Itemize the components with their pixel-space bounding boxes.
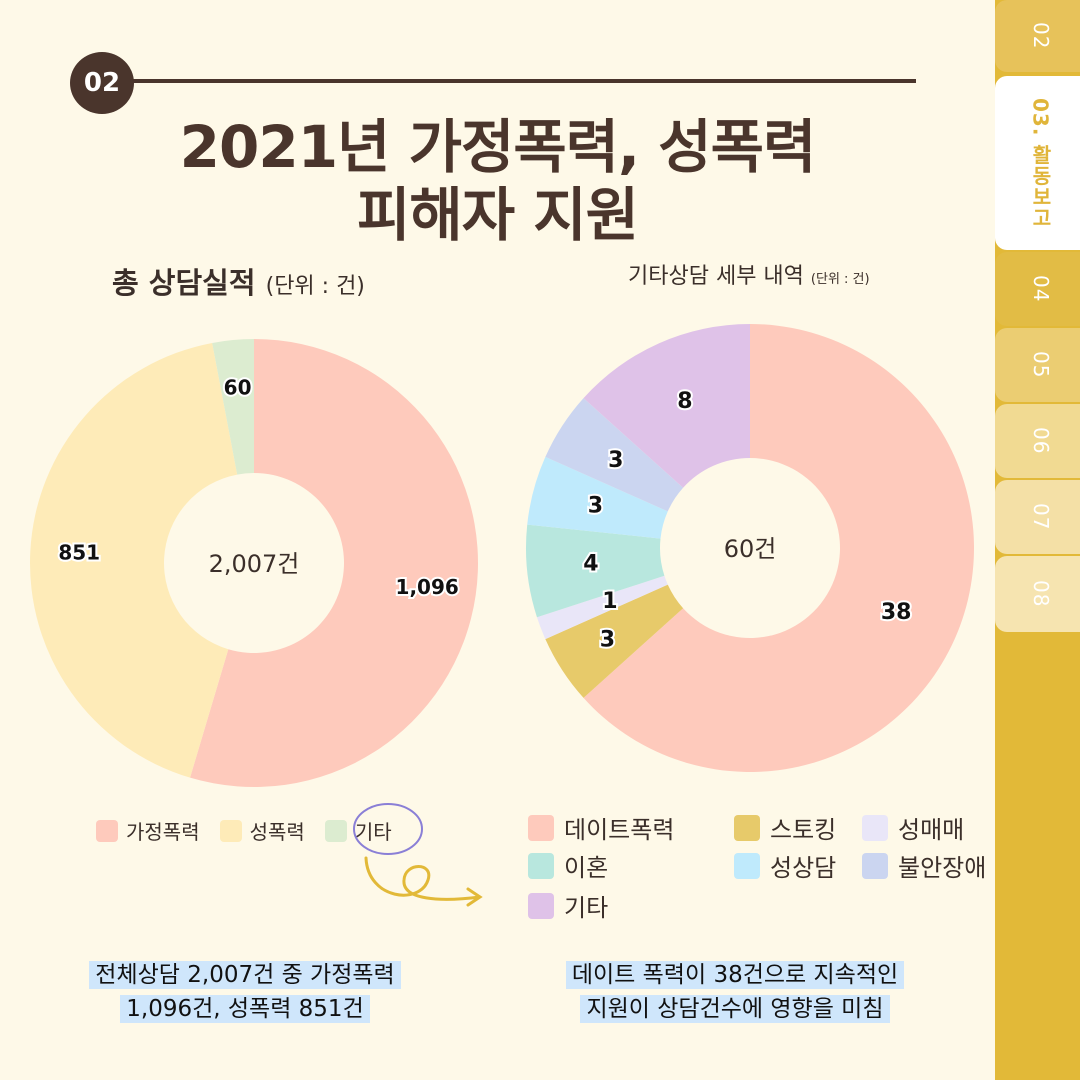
- summary-left-line1: 전체상담 2,007건 중 가정폭력: [89, 961, 401, 989]
- legend-label-other: 기타: [354, 820, 392, 844]
- slice-2-불안장애: [545, 398, 684, 512]
- legend-label-sexual-counseling: 성상담: [770, 854, 837, 882]
- legend-swatch-sexual-counseling: [734, 852, 760, 879]
- donut-chart-1: 1,096 851 60 2,007건: [29, 339, 478, 787]
- value-label-1-가정폭력: 1,096: [396, 575, 459, 599]
- center-total-label-1: 2,007건: [209, 550, 300, 578]
- slice-2-성매매: [536, 575, 668, 640]
- page-title-line2: 피해자 지원: [357, 181, 639, 249]
- left-subtitle-text: 총 상담실적: [112, 266, 256, 300]
- slice-1-가정폭력: [190, 339, 478, 787]
- tab-06[interactable]: 06: [995, 404, 1080, 478]
- right-legend-row3: 기타: [528, 888, 608, 923]
- slice-2-성상담: [527, 456, 668, 539]
- right-unit-note: (단위 : 건): [810, 272, 870, 287]
- tab-07[interactable]: 07: [995, 480, 1080, 554]
- tab-05[interactable]: 05: [995, 328, 1080, 402]
- slice-2-데이트폭력: [583, 324, 975, 773]
- tab-08[interactable]: 08: [995, 556, 1080, 632]
- summary-right: 데이트 폭력이 38건으로 지속적인 지원이 상담건수에 영향을 미침: [510, 958, 960, 1026]
- value-label-2-이혼: 4: [583, 552, 598, 577]
- annotation-circle: [353, 803, 423, 855]
- legend-label-other-detail: 기타: [564, 894, 609, 922]
- legend-swatch-other-detail: [528, 892, 554, 919]
- value-label-2-성상담: 3: [588, 494, 603, 519]
- legend-label-dating-violence: 데이트폭력: [564, 816, 675, 844]
- legend-swatch-domestic-violence: [96, 819, 118, 842]
- legend-swatch-other: [324, 819, 347, 842]
- left-legend: 가정폭력 성폭력 기타: [96, 816, 392, 845]
- legend-swatch-prostitution: [862, 814, 888, 841]
- header-rule: [118, 79, 916, 83]
- legend-label-sexual-violence: 성폭력: [249, 820, 305, 844]
- annotation-arrow: [353, 803, 483, 907]
- legend-label-domestic-violence: 가정폭력: [126, 820, 200, 844]
- legend-label-divorce: 이혼: [564, 854, 609, 882]
- legend-swatch-stalking: [734, 814, 760, 841]
- value-label-1-성폭력: 851: [58, 541, 100, 565]
- right-subtitle-text: 기타상담 세부 내역: [628, 264, 804, 289]
- page-title-line1: 2021년 가정폭력, 성폭력: [179, 113, 817, 181]
- legend-swatch-divorce: [528, 852, 554, 879]
- center-total-label-2: 60건: [724, 535, 777, 563]
- legend-swatch-dating-violence: [528, 814, 554, 841]
- right-chart-subtitle: 기타상담 세부 내역 (단위 : 건): [628, 258, 870, 290]
- value-label-1-기타: 60: [224, 375, 252, 399]
- value-label-2-불안장애: 3: [608, 448, 623, 473]
- legend-label-prostitution: 성매매: [898, 816, 965, 844]
- right-legend-row1: 데이트폭력 스토킹 성매매: [528, 810, 964, 845]
- legend-swatch-sexual-violence: [219, 819, 242, 842]
- tab-03-activity-report[interactable]: 03. 활동보고: [995, 76, 1080, 250]
- slice-1-기타: [212, 339, 254, 475]
- value-label-2-데이트폭력: 38: [881, 600, 912, 625]
- left-unit-note: (단위 : 건): [265, 274, 365, 299]
- legend-swatch-anxiety-disorder: [862, 852, 888, 879]
- value-label-2-스토킹: 3: [600, 628, 615, 653]
- right-legend-row2: 이혼 성상담 불안장애: [528, 848, 986, 883]
- tab-04[interactable]: 04: [995, 252, 1080, 326]
- summary-left-line2: 1,096건, 성폭력 851건: [120, 995, 370, 1023]
- summary-left: 전체상담 2,007건 중 가정폭력 1,096건, 성폭력 851건: [40, 958, 450, 1026]
- value-label-2-성매매: 1: [602, 589, 617, 614]
- slice-2-스토킹: [545, 584, 684, 698]
- summary-right-line1: 데이트 폭력이 38건으로 지속적인: [565, 961, 905, 989]
- legend-label-anxiety-disorder: 불안장애: [898, 854, 987, 882]
- slice-2-기타: [583, 324, 750, 488]
- slice-1-성폭력: [29, 342, 238, 778]
- summary-right-line2: 지원이 상담건수에 영향을 미침: [580, 995, 890, 1023]
- value-label-2-기타: 8: [677, 389, 692, 414]
- curly-arrow-icon: [364, 856, 483, 907]
- legend-label-stalking: 스토킹: [770, 816, 837, 844]
- slice-2-이혼: [526, 524, 665, 618]
- left-chart-subtitle: 총 상담실적 (단위 : 건): [112, 260, 365, 302]
- section-number-badge: 02: [70, 52, 134, 114]
- tab-02[interactable]: 02: [995, 0, 1080, 72]
